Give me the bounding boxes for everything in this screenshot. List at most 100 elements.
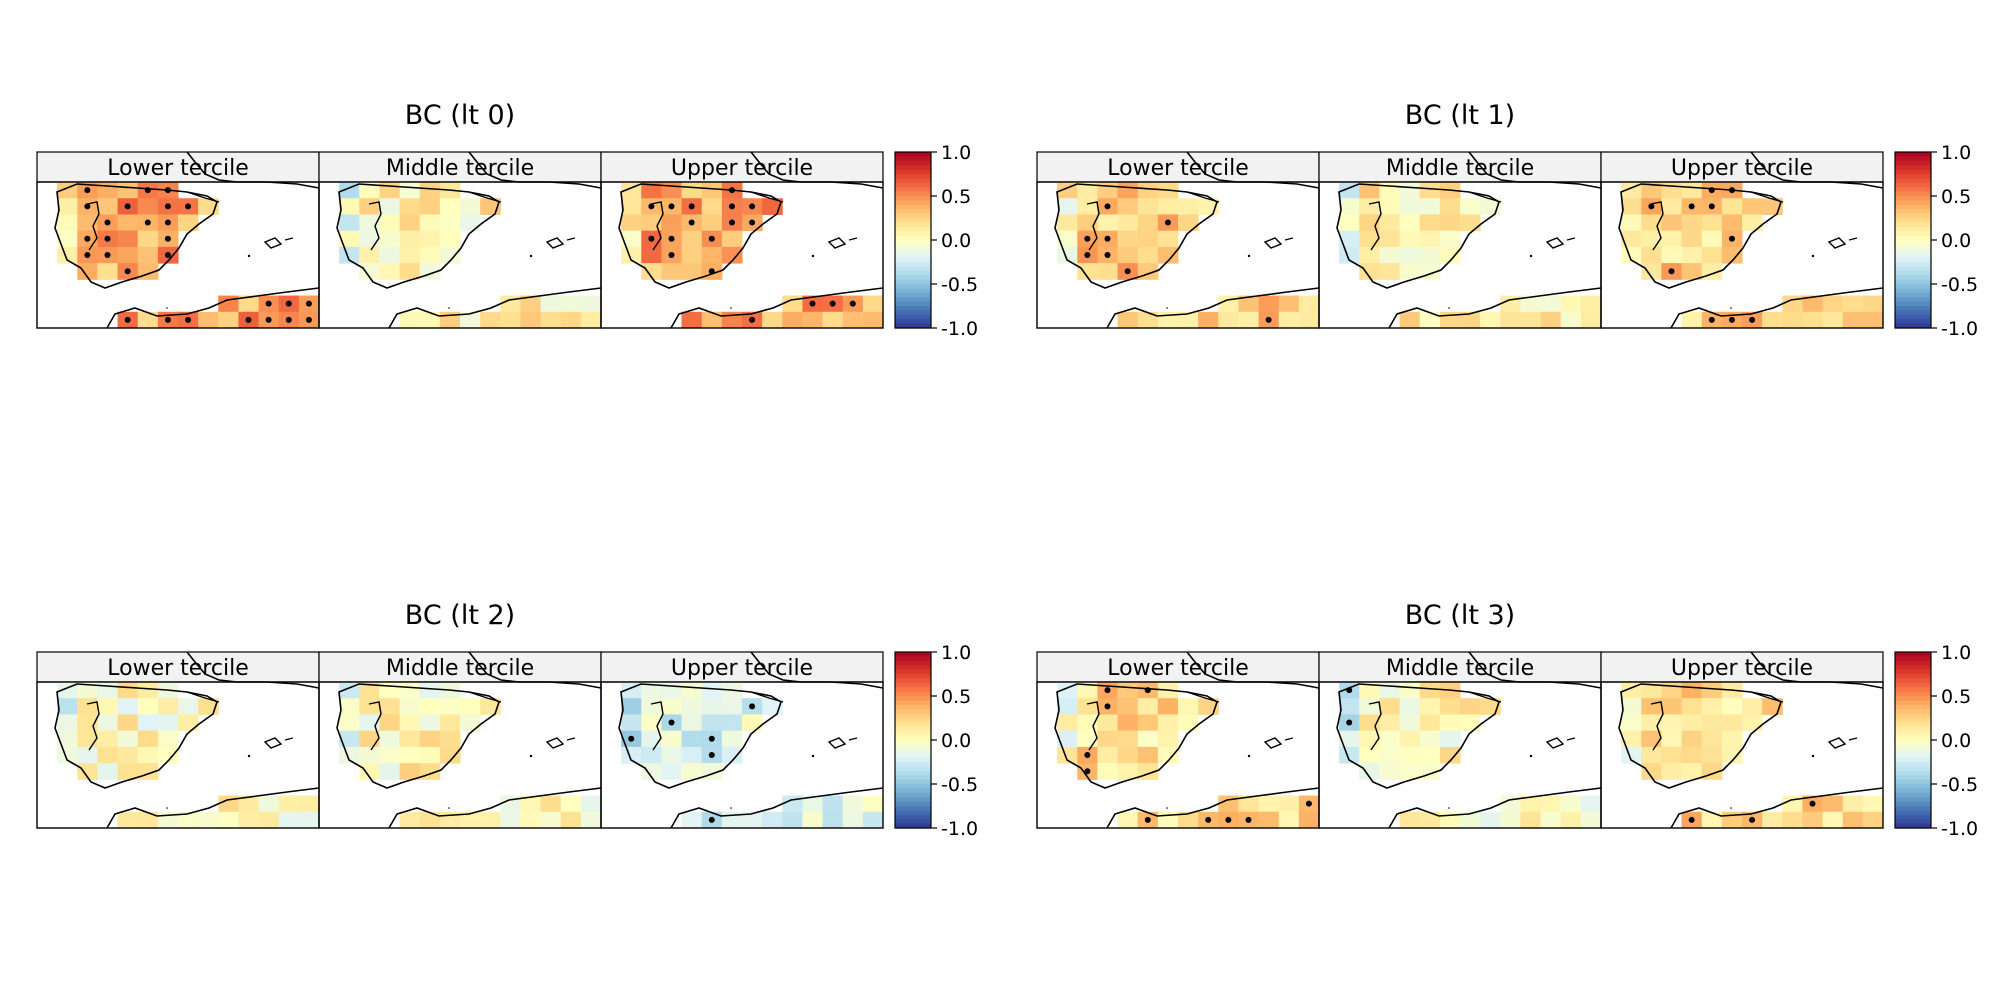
panel-frame bbox=[600, 681, 884, 829]
island-menorca bbox=[284, 237, 294, 241]
heat-cell bbox=[1560, 295, 1582, 313]
heat-cell bbox=[1399, 730, 1421, 748]
heat-cell bbox=[1057, 198, 1078, 215]
heat-cell bbox=[560, 795, 582, 813]
colorbar-tick-label: 0.5 bbox=[941, 186, 971, 208]
heat-cell bbox=[218, 311, 239, 329]
island-menorca bbox=[284, 737, 294, 741]
heat-cell bbox=[1379, 682, 1401, 699]
heat-cell bbox=[1178, 311, 1199, 329]
colorbar-step bbox=[895, 682, 931, 688]
colorbar-step bbox=[895, 187, 931, 193]
heat-cell bbox=[1661, 730, 1683, 748]
colorbar-step bbox=[895, 209, 931, 215]
heat-cell bbox=[1721, 730, 1743, 748]
panel-strip bbox=[600, 151, 884, 183]
colorbar-step bbox=[895, 169, 931, 175]
heat-cell bbox=[1742, 714, 1763, 732]
colorbar-step bbox=[1895, 257, 1931, 263]
panel-upper-tercile: Upper tercile bbox=[1600, 151, 1884, 329]
heat-cell bbox=[1701, 714, 1723, 732]
heat-cell bbox=[1540, 311, 1562, 329]
heat-cell bbox=[1782, 811, 1803, 829]
heat-cell bbox=[621, 214, 642, 232]
significance-dot bbox=[728, 203, 735, 210]
heat-cell bbox=[419, 730, 441, 748]
heat-cell bbox=[1520, 795, 1542, 813]
heat-cell bbox=[117, 682, 139, 699]
island-mallorca bbox=[545, 237, 565, 249]
heat-cell bbox=[1419, 698, 1441, 715]
significance-dot bbox=[1749, 816, 1756, 823]
colorbar-step bbox=[1895, 209, 1931, 215]
islet bbox=[730, 307, 732, 309]
heat-cell bbox=[399, 198, 421, 215]
heat-cell bbox=[1157, 746, 1179, 764]
colorbar-tick-label: 1.0 bbox=[941, 142, 971, 164]
heat-cell bbox=[419, 182, 441, 199]
heat-cell bbox=[339, 246, 360, 264]
heat-cell bbox=[258, 811, 280, 829]
significance-dot bbox=[124, 316, 131, 323]
colorbar-step bbox=[895, 314, 931, 320]
significance-dot bbox=[164, 316, 171, 323]
heat-cell bbox=[1681, 230, 1703, 248]
heat-cell bbox=[419, 714, 441, 732]
heat-cell bbox=[1117, 182, 1139, 199]
heat-cell bbox=[460, 198, 481, 215]
panel-middle-tercile: Middle tercile bbox=[318, 151, 602, 329]
colorbar-step bbox=[1895, 731, 1931, 737]
colorbar-step bbox=[1895, 775, 1931, 781]
heat-cell bbox=[1097, 746, 1119, 764]
heat-cell bbox=[1661, 698, 1683, 715]
heat-cell bbox=[1742, 214, 1763, 232]
heat-cell bbox=[1097, 214, 1119, 232]
colorbar-step bbox=[1895, 691, 1931, 697]
heat-cell bbox=[580, 795, 602, 813]
heat-cell bbox=[1399, 214, 1421, 232]
border-pyrenees bbox=[186, 691, 220, 703]
heat-cell bbox=[1782, 311, 1803, 329]
panel-label: Upper tercile bbox=[1671, 156, 1813, 181]
heat-cell bbox=[137, 746, 159, 764]
heat-cell bbox=[701, 682, 723, 699]
coastline-iberia bbox=[1336, 683, 1500, 789]
island-mallorca bbox=[545, 737, 565, 749]
heat-cell bbox=[1339, 730, 1360, 748]
island-ibiza bbox=[811, 754, 815, 758]
significance-dot bbox=[1708, 316, 1715, 323]
heat-cell bbox=[701, 246, 723, 264]
colorbar-step bbox=[1895, 292, 1931, 298]
heat-cell bbox=[1278, 795, 1300, 813]
colorbar-step bbox=[1895, 669, 1931, 675]
panel-lower-tercile: Lower tercile bbox=[36, 651, 320, 829]
colorbar-step bbox=[895, 253, 931, 259]
colorbar-step bbox=[895, 292, 931, 298]
heat-cell bbox=[1419, 230, 1441, 248]
colorbar-step bbox=[895, 704, 931, 710]
heat-cell bbox=[701, 698, 723, 715]
heat-cell bbox=[1198, 311, 1219, 329]
heat-cell bbox=[157, 746, 179, 764]
significance-dot bbox=[305, 300, 312, 307]
panel-lower-tercile: Lower tercile bbox=[1036, 151, 1320, 329]
heat-cell bbox=[1621, 246, 1642, 264]
heat-cell bbox=[681, 246, 703, 264]
island-menorca bbox=[1284, 237, 1294, 241]
panel-upper-tercile: Upper tercile bbox=[1600, 651, 1884, 829]
heat-cell bbox=[1057, 730, 1078, 748]
heat-cell bbox=[1681, 730, 1703, 748]
colorbar-tick-label: -0.5 bbox=[1941, 774, 1978, 796]
heat-cell bbox=[399, 263, 421, 280]
heat-cell bbox=[137, 230, 159, 248]
heat-cell bbox=[1157, 714, 1179, 732]
heat-cell bbox=[359, 746, 380, 764]
panel-middle-tercile: Middle tercile bbox=[318, 651, 602, 829]
heat-cell bbox=[1057, 246, 1078, 264]
colorbar-step bbox=[895, 797, 931, 803]
colorbar-step bbox=[895, 152, 931, 157]
colorbar-step bbox=[895, 775, 931, 781]
heat-cell bbox=[97, 698, 119, 715]
colorbar-step bbox=[1895, 275, 1931, 281]
panel-label: Lower tercile bbox=[107, 656, 248, 681]
